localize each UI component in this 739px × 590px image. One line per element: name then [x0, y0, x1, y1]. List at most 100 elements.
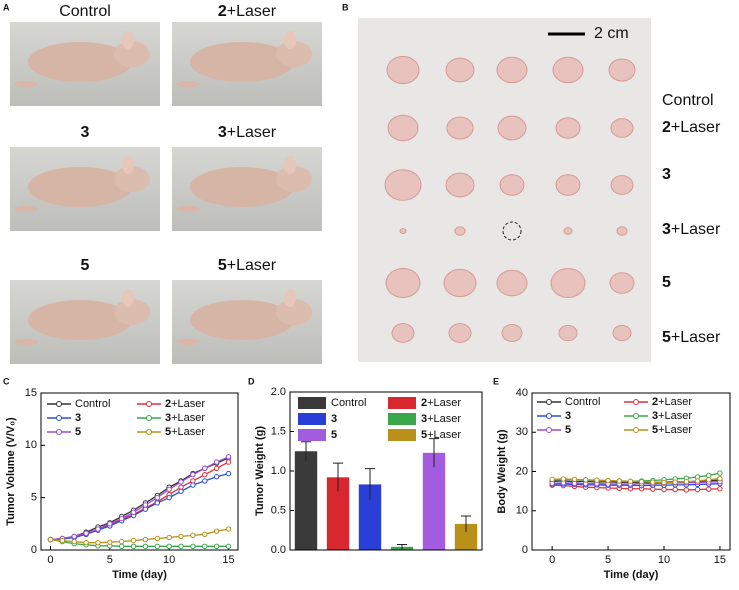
- legend-marker: [56, 415, 62, 421]
- mouse-body: [190, 167, 294, 207]
- data-point: [582, 477, 589, 483]
- bar: [294, 451, 318, 550]
- mouse-head: [276, 166, 312, 192]
- tumor: [563, 227, 573, 235]
- series-line: [552, 477, 721, 484]
- data-point: [202, 543, 208, 550]
- data-point: [672, 479, 678, 485]
- legend-marker: [146, 401, 152, 407]
- data-point: [190, 543, 196, 550]
- y-tick-label: 10: [25, 439, 37, 451]
- series-line: [50, 461, 229, 541]
- legend-label: 2+Laser: [652, 396, 692, 408]
- data-point: [202, 531, 208, 537]
- data-point: [661, 486, 667, 493]
- tumor: [496, 56, 528, 84]
- data-point: [166, 543, 172, 550]
- photo-caption: 5: [81, 257, 90, 274]
- tumor: [445, 57, 475, 83]
- data-point: [706, 472, 712, 479]
- mouse-head: [114, 41, 150, 67]
- tumor: [399, 227, 407, 235]
- data-point: [166, 534, 172, 541]
- legend-label: 3+Laser: [652, 410, 692, 422]
- series-line: [552, 483, 720, 487]
- y-tick-label: 1.0: [271, 465, 286, 477]
- legend-marker: [56, 401, 62, 407]
- tumor: [558, 324, 578, 342]
- legend-label: Control: [331, 397, 366, 409]
- row-label: 2+Laser: [662, 119, 721, 136]
- series-line: [50, 472, 229, 541]
- data-point: [672, 486, 678, 493]
- panel-label: E: [493, 376, 499, 386]
- row-label: 5: [662, 274, 671, 291]
- tumor: [386, 55, 420, 85]
- mouse-head: [114, 166, 150, 192]
- data-point: [130, 543, 137, 550]
- tumor: [616, 226, 628, 236]
- data-point: [213, 474, 220, 480]
- legend-label: 3+Laser: [421, 413, 461, 425]
- data-point: [213, 528, 220, 534]
- mouse-tail: [176, 339, 200, 345]
- error-bar: [333, 462, 343, 492]
- mouse-ear: [122, 289, 134, 307]
- legend-label: 2+Laser: [165, 398, 205, 410]
- row-label: 3: [662, 166, 671, 183]
- data-point: [154, 543, 161, 550]
- data-point: [178, 533, 184, 540]
- data-point: [130, 509, 137, 516]
- data-point: [154, 535, 161, 542]
- y-axis-label: Tumor Volume (V/V₀): [5, 417, 17, 526]
- error-bar: [429, 438, 439, 468]
- y-tick-label: 10: [516, 505, 528, 517]
- photo-caption: 5+Laser: [218, 257, 277, 274]
- x-tick-label: 10: [163, 554, 175, 566]
- legend-label: Control: [565, 396, 600, 408]
- data-point: [142, 536, 149, 543]
- legend-label: 2+Laser: [421, 397, 461, 409]
- data-point: [661, 479, 667, 486]
- data-point: [225, 459, 232, 465]
- tumor: [497, 115, 527, 141]
- legend-label: 5+Laser: [421, 429, 461, 441]
- tumor: [443, 268, 477, 298]
- panel-label: B: [342, 2, 349, 12]
- data-point: [47, 536, 54, 543]
- legend-marker: [546, 399, 552, 405]
- legend-marker: [546, 413, 552, 419]
- scale-label: 2 cm: [594, 25, 629, 42]
- series-line: [50, 456, 229, 541]
- data-point: [142, 502, 149, 508]
- y-axis-label: Tumor Weight (g): [254, 426, 266, 516]
- panel-label: D: [248, 376, 255, 386]
- legend-label: 5: [331, 429, 337, 441]
- data-point: [202, 478, 208, 484]
- tumor: [448, 323, 472, 343]
- y-tick-label: 5: [31, 492, 37, 504]
- tumor-absent: [502, 221, 522, 241]
- data-point: [717, 470, 723, 476]
- data-point: [118, 515, 125, 522]
- bar: [326, 477, 350, 550]
- mouse-ear: [284, 289, 296, 307]
- legend-label: 5: [565, 424, 571, 436]
- data-point: [142, 543, 149, 550]
- data-point: [683, 487, 690, 493]
- data-point: [638, 479, 645, 485]
- legend-marker: [56, 429, 62, 435]
- y-tick-label: 40: [516, 387, 528, 399]
- tumor: [387, 114, 419, 142]
- tumor: [555, 174, 581, 196]
- data-point: [694, 486, 701, 493]
- tumor: [496, 269, 528, 297]
- data-point: [166, 494, 172, 501]
- mouse-body: [190, 42, 294, 82]
- tumor: [446, 116, 474, 140]
- data-point: [95, 526, 101, 532]
- legend-marker: [146, 415, 152, 421]
- tumor: [552, 56, 584, 84]
- data-point: [118, 543, 125, 550]
